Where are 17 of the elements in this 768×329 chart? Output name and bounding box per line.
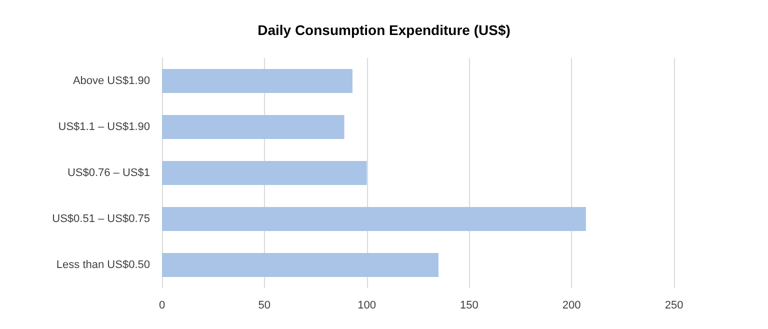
y-tick-label: US$0.76 – US$1 xyxy=(67,167,150,179)
bar xyxy=(162,115,344,139)
x-tick-label: 50 xyxy=(258,300,271,312)
y-tick-label: US$1.1 – US$1.90 xyxy=(58,121,150,133)
bar xyxy=(162,253,438,277)
x-tick-label: 0 xyxy=(158,300,166,312)
x-tick-label: 200 xyxy=(562,300,581,312)
x-tick-label: 100 xyxy=(358,300,376,312)
x-tick-label: 250 xyxy=(664,300,684,312)
x-tick-label: 150 xyxy=(460,300,478,312)
y-tick-label: Above US$1.90 xyxy=(72,75,150,87)
bar xyxy=(162,69,352,93)
bar xyxy=(162,207,586,231)
y-tick-label: US$0.51 – US$0.75 xyxy=(52,213,150,225)
chart-title: Daily Consumption Expenditure (US$) xyxy=(258,22,510,38)
bar xyxy=(162,161,367,185)
y-tick-label: Less than US$0.50 xyxy=(56,259,150,271)
